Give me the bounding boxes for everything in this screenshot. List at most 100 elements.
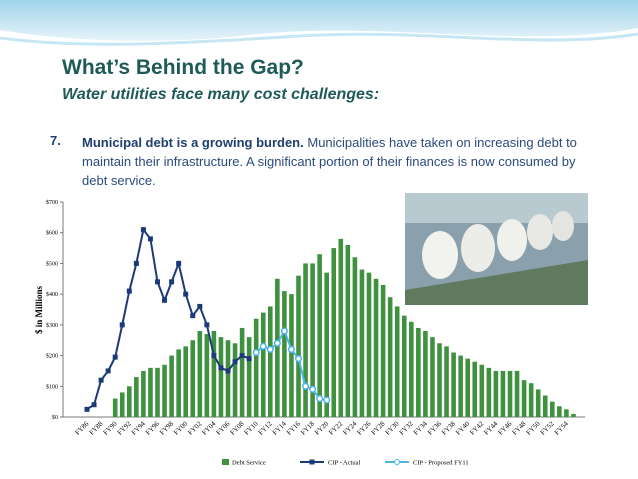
- point: [190, 313, 196, 319]
- y-tick-label: $200: [46, 353, 58, 360]
- point: [183, 291, 189, 297]
- item-number: 7.: [50, 133, 61, 148]
- point: [155, 279, 160, 285]
- point: [84, 406, 90, 412]
- point: [204, 322, 210, 328]
- bar: [148, 367, 153, 417]
- bar: [557, 406, 562, 417]
- legend-swatch: [309, 459, 315, 465]
- bar: [486, 367, 492, 417]
- x-tick-label: FY32: [398, 419, 415, 436]
- bar: [564, 409, 569, 417]
- bar: [112, 398, 118, 417]
- bar: [507, 370, 513, 417]
- point: [316, 395, 324, 403]
- bar: [218, 337, 224, 417]
- point: [239, 353, 245, 359]
- x-tick-label: FY50: [525, 419, 542, 436]
- y-axis-label: $ in Millions: [34, 286, 44, 335]
- bar: [479, 364, 485, 417]
- point: [273, 339, 281, 347]
- point: [302, 382, 310, 390]
- point: [211, 353, 217, 359]
- bar: [119, 392, 125, 417]
- bar: [493, 370, 499, 417]
- bar: [409, 321, 414, 417]
- bar: [338, 238, 344, 417]
- bar: [190, 340, 196, 417]
- point: [162, 297, 168, 303]
- bar: [401, 315, 407, 417]
- x-tick-label: FY30: [384, 419, 401, 436]
- x-tick-label: FY94: [130, 419, 147, 436]
- bar: [260, 312, 266, 417]
- point: [287, 345, 296, 353]
- legend-label: Debt Service: [232, 460, 266, 467]
- x-tick-label: FY34: [412, 419, 429, 436]
- item-text-block: Municipal debt is a growing burden. Muni…: [82, 133, 602, 190]
- x-tick-label: FY28: [370, 419, 387, 436]
- x-tick-label: FY04: [200, 419, 217, 436]
- x-tick-label: FY88: [88, 419, 105, 436]
- bar: [437, 343, 442, 417]
- bar: [387, 297, 393, 417]
- legend-label: CIP - Proposed FY11: [413, 460, 469, 467]
- bar: [359, 269, 365, 417]
- point: [232, 359, 238, 365]
- bar: [162, 364, 167, 417]
- bar: [127, 386, 132, 417]
- bar: [197, 331, 203, 417]
- x-tick-label: FY14: [271, 419, 288, 436]
- bar: [303, 263, 308, 417]
- bar: [239, 327, 245, 417]
- point: [140, 227, 146, 233]
- slide-title: What’s Behind the Gap?: [62, 56, 304, 79]
- x-tick-label: FY24: [341, 419, 358, 436]
- x-tick-label: FY98: [158, 419, 175, 436]
- bar: [472, 361, 478, 417]
- point: [126, 288, 132, 294]
- legend-swatch: [222, 459, 229, 465]
- item-text: Municipalities have taken on increasing …: [82, 135, 577, 188]
- bar: [373, 278, 379, 417]
- bar: [275, 278, 280, 417]
- photo: [405, 193, 588, 305]
- y-tick-label: $500: [46, 260, 58, 267]
- bar: [571, 413, 576, 417]
- bar: [317, 254, 322, 417]
- y-tick-label: $0: [52, 414, 58, 421]
- x-tick-label: FY22: [327, 419, 344, 436]
- point: [119, 322, 125, 328]
- legend-swatch: [394, 459, 400, 465]
- point: [252, 348, 260, 357]
- bar: [310, 263, 315, 417]
- bar: [296, 275, 301, 417]
- line: [86, 227, 250, 411]
- point: [225, 368, 231, 374]
- bar: [444, 346, 449, 417]
- x-tick-label: FY90: [102, 419, 119, 436]
- bar: [423, 331, 428, 417]
- y-tick-label: $300: [46, 322, 58, 329]
- bar: [514, 370, 520, 417]
- x-tick-label: FY40: [454, 419, 471, 436]
- point: [105, 368, 111, 374]
- point: [133, 260, 139, 266]
- point: [91, 402, 97, 408]
- point: [266, 345, 274, 353]
- point: [218, 365, 224, 371]
- bar: [282, 291, 287, 417]
- x-tick-label: FY52: [539, 419, 556, 436]
- bar: [324, 272, 329, 417]
- bar: [155, 367, 160, 417]
- bar: [289, 294, 294, 417]
- x-tick-label: FY36: [426, 419, 443, 436]
- bar: [366, 272, 372, 417]
- bar: [451, 352, 456, 417]
- bar: [246, 337, 252, 417]
- x-tick-label: FY38: [440, 419, 457, 436]
- bar: [521, 380, 527, 417]
- x-tick-label: FY18: [299, 419, 316, 436]
- x-tick-label: FY48: [511, 419, 528, 436]
